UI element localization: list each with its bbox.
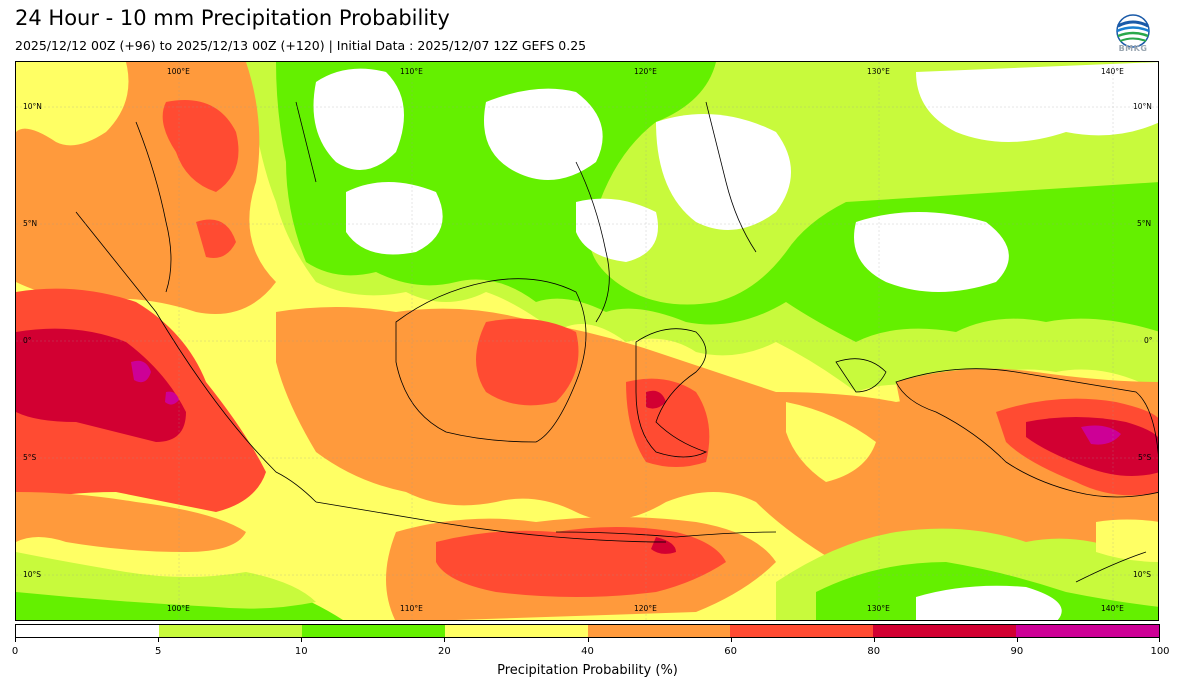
colorbar xyxy=(15,624,1160,638)
lat-label-left: 5°S xyxy=(23,453,37,462)
colorbar-tick xyxy=(158,638,160,642)
colorbar-tick xyxy=(730,638,732,642)
colorbar-segment xyxy=(158,625,302,637)
colorbar-tick xyxy=(587,638,589,642)
colorbar-tick-label: 40 xyxy=(581,646,594,657)
lat-label-right: 10°N xyxy=(1133,102,1152,111)
colorbar-tick-label: 20 xyxy=(438,646,451,657)
lon-label-top: 110°E xyxy=(400,67,423,76)
colorbar-segment xyxy=(873,625,1017,637)
colorbar-segment xyxy=(444,625,588,637)
map-title: 24 Hour - 10 mm Precipitation Probabilit… xyxy=(15,6,450,30)
precipitation-map[interactable]: 100°E 110°E 120°E 130°E 140°E 100°E 110°… xyxy=(15,61,1159,621)
colorbar-tick-label: 0 xyxy=(11,646,19,657)
colorbar-tick xyxy=(444,638,446,642)
lon-label-bottom: 140°E xyxy=(1101,604,1124,613)
colorbar-tick-label: 80 xyxy=(867,646,881,657)
lat-label-left: 5°N xyxy=(23,219,38,228)
colorbar-tick-label: 5 xyxy=(154,646,162,657)
colorbar-segment xyxy=(16,625,159,637)
lon-label-bottom: 100°E xyxy=(167,604,190,613)
colorbar-tick-label: 100 xyxy=(1150,646,1170,657)
colorbar-label: Precipitation Probability (%) xyxy=(497,663,678,678)
colorbar-segment xyxy=(1016,625,1159,637)
colorbar-tick xyxy=(873,638,875,642)
lat-label-right: 5°N xyxy=(1137,219,1152,228)
colorbar-segment xyxy=(301,625,445,637)
map-subtitle: 2025/12/12 00Z (+96) to 2025/12/13 00Z (… xyxy=(15,38,587,53)
lat-label-right: 10°S xyxy=(1133,570,1152,579)
lon-label-top: 130°E xyxy=(867,67,890,76)
colorbar-tick xyxy=(1159,638,1160,642)
lat-label-right: 5°S xyxy=(1138,453,1152,462)
lat-label-right: 0° xyxy=(1144,336,1153,345)
lat-label-left: 10°S xyxy=(23,570,42,579)
bmkg-logo-text: BMKG xyxy=(1118,44,1148,53)
colorbar-tick xyxy=(15,638,16,642)
colorbar-tick-label: 60 xyxy=(724,646,737,657)
lat-label-left: 0° xyxy=(23,336,32,345)
precipitation-field xyxy=(16,62,1158,620)
lon-label-bottom: 110°E xyxy=(400,604,423,613)
lon-label-top: 140°E xyxy=(1101,67,1124,76)
colorbar-segment xyxy=(730,625,874,637)
bmkg-logo-icon xyxy=(1116,14,1150,48)
colorbar-tick-label: 90 xyxy=(1010,646,1024,657)
colorbar-segment xyxy=(587,625,731,637)
lon-label-top: 100°E xyxy=(167,67,190,76)
colorbar-tick xyxy=(1016,638,1018,642)
colorbar-tick xyxy=(301,638,303,642)
lon-label-top: 120°E xyxy=(634,67,657,76)
colorbar-tick-label: 10 xyxy=(294,646,308,657)
lon-label-bottom: 130°E xyxy=(867,604,890,613)
lat-label-left: 10°N xyxy=(23,102,42,111)
lon-label-bottom: 120°E xyxy=(634,604,657,613)
